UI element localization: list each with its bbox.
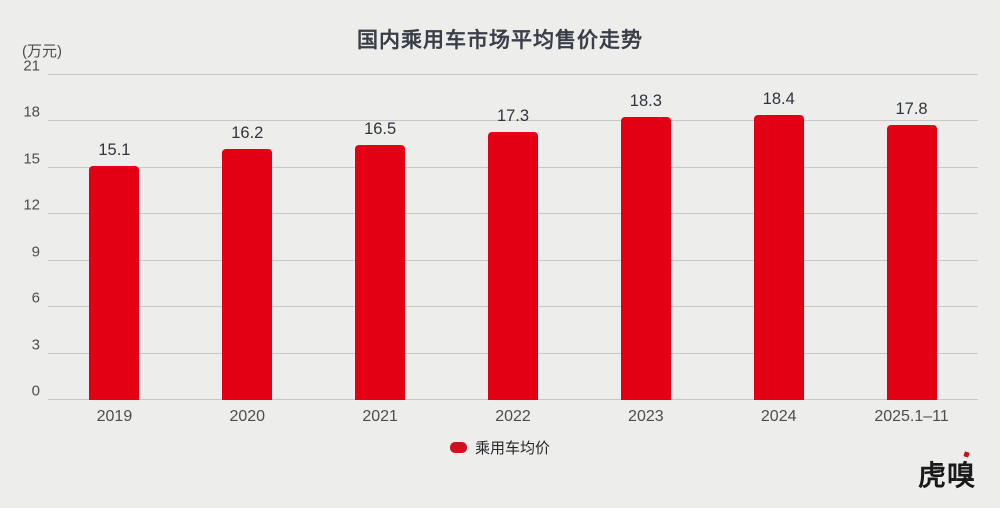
- bar-2021: [355, 144, 406, 400]
- x-tick-label-2023: 2023: [628, 408, 664, 425]
- chart-title: 国内乘用车市场平均售价走势: [357, 29, 643, 52]
- plot-area: 0 3 6 9 12 15 18 21 15.1 2019 16.2 2020 16.5 2021 17.3…: [23, 58, 978, 425]
- gridline-y-18: [48, 120, 978, 122]
- y-tick-label: 18: [23, 103, 40, 121]
- y-tick-label: 21: [23, 57, 40, 75]
- huxiu-logo-text: 虎嗅: [917, 459, 976, 492]
- x-tick-label-2021: 2021: [362, 408, 398, 425]
- y-tick-label: 12: [23, 196, 40, 214]
- bar-value-label: 17.3: [496, 107, 530, 126]
- bar-value-label: 17.8: [895, 99, 928, 118]
- bar-2019: [89, 166, 140, 400]
- bar-2020: [222, 149, 273, 400]
- bar-2023: [620, 116, 671, 400]
- x-tick-label-2020: 2020: [229, 408, 266, 425]
- huxiu-logo: 虎嗅: [917, 451, 976, 494]
- bar-2025.1–11: [886, 124, 937, 400]
- bar-2024: [753, 115, 804, 400]
- bar-2022: [488, 132, 538, 400]
- bar-value-label: 16.5: [364, 119, 397, 138]
- logo-red-accent-icon: [963, 451, 970, 458]
- y-tick-label: 6: [31, 289, 40, 307]
- legend: 乘用车均价: [0, 437, 1000, 458]
- legend-series-label: 乘用车均价: [474, 440, 550, 457]
- x-tick-label-2019: 2019: [96, 408, 133, 425]
- y-tick-label: 15: [23, 150, 40, 168]
- bar-value-label: 16.2: [231, 124, 264, 143]
- bar-value-label: 18.3: [629, 91, 662, 110]
- x-tick-label-2025.1–11: 2025.1–11: [874, 408, 949, 425]
- y-tick-label: 0: [31, 382, 40, 400]
- bar-value-label: 15.1: [98, 141, 131, 160]
- y-axis-unit-label: (万元): [22, 43, 62, 60]
- legend-swatch-icon: [449, 442, 467, 453]
- y-tick-label: 3: [31, 336, 40, 354]
- x-tick-label-2022: 2022: [495, 408, 531, 425]
- y-tick-label: 9: [31, 243, 40, 261]
- gridline-y-21: [48, 74, 978, 75]
- bar-value-label: 18.4: [762, 90, 795, 109]
- x-tick-label-2024: 2024: [760, 408, 797, 425]
